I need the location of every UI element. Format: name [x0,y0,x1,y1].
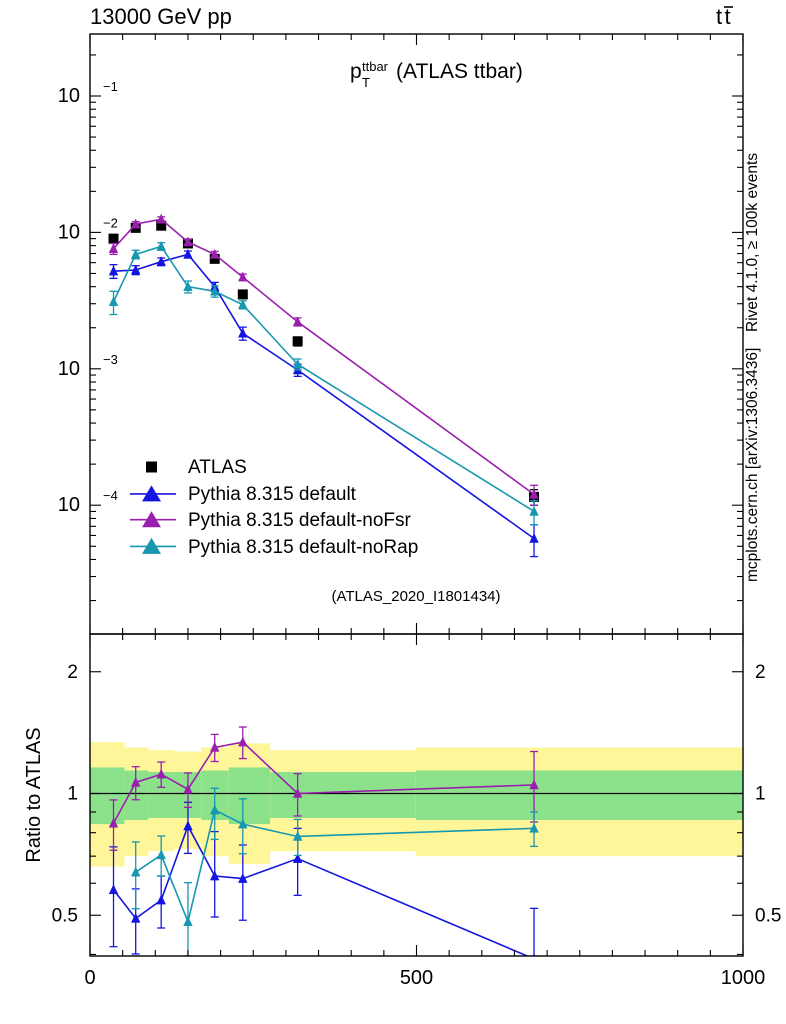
svg-text:10: 10 [58,221,80,243]
svg-text:Rivet 4.1.0, ≥ 100k events: Rivet 4.1.0, ≥ 100k events [744,153,761,332]
svg-text:0.5: 0.5 [52,905,78,926]
svg-text:500: 500 [400,967,433,989]
svg-text:1: 1 [67,784,78,805]
svg-text:Pythia 8.315 default-noRap: Pythia 8.315 default-noRap [188,537,418,558]
svg-text:(ATLAS_2020_I1801434): (ATLAS_2020_I1801434) [331,588,500,605]
svg-text:T: T [362,75,370,90]
svg-text:Pythia 8.315 default: Pythia 8.315 default [188,484,357,505]
svg-text:0.5: 0.5 [755,905,781,926]
svg-text:10: 10 [58,358,80,380]
svg-text:2: 2 [67,662,78,683]
svg-text:10: 10 [58,494,80,516]
svg-text:10: 10 [58,85,80,107]
svg-text:Pythia 8.315 default-noFsr: Pythia 8.315 default-noFsr [188,510,412,531]
svg-text:−2: −2 [103,215,118,230]
svg-text:−4: −4 [103,488,118,503]
svg-text:−3: −3 [103,352,118,367]
svg-text:1: 1 [755,784,766,805]
svg-text:0: 0 [84,967,95,989]
svg-text:13000 GeV pp: 13000 GeV pp [90,4,232,29]
svg-text:p: p [350,60,362,83]
svg-text:2: 2 [755,662,766,683]
svg-text:1000: 1000 [721,967,766,989]
svg-text:(ATLAS ttbar): (ATLAS ttbar) [396,60,523,83]
svg-text:Ratio to ATLAS: Ratio to ATLAS [23,727,45,862]
svg-text:mcplots.cern.ch [arXiv:1306.34: mcplots.cern.ch [arXiv:1306.3436] [744,348,761,582]
svg-text:t: t [716,4,722,29]
svg-text:−1: −1 [103,79,118,94]
svg-text:ttbar: ttbar [362,59,389,74]
svg-text:ATLAS: ATLAS [188,457,247,478]
